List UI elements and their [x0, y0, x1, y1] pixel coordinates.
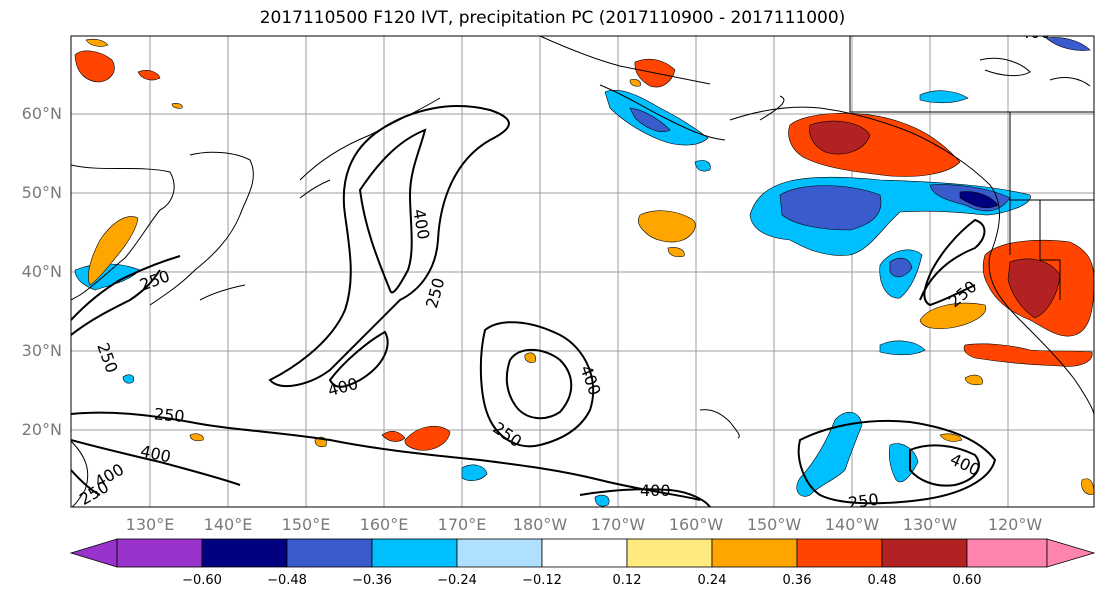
lon-label: 150°E — [281, 515, 331, 534]
colorbar-tick-label: 0.36 — [782, 573, 812, 588]
contour-label: 400 — [640, 481, 671, 500]
map-content: 400 250 250 250 400 400 250 250 400 400 … — [71, 23, 1094, 513]
map-frame — [70, 35, 1095, 508]
lat-label: 60°N — [21, 104, 62, 123]
lon-label: 160°W — [668, 515, 724, 534]
colorbar-tick-label: 0.24 — [697, 573, 727, 588]
colorbar-swatch — [541, 538, 628, 568]
colorbar-swatch — [371, 538, 458, 568]
lon-label: 180°W — [512, 515, 568, 534]
colorbar-tick-label: −0.36 — [352, 573, 392, 588]
ivt-contours — [71, 105, 997, 507]
lon-label: 150°W — [746, 515, 802, 534]
lat-label: 40°N — [21, 262, 62, 281]
lat-label: 20°N — [21, 420, 62, 439]
colorbar-swatch — [796, 538, 883, 568]
colorbar-extend-high — [1046, 538, 1096, 568]
contour-label: 250 — [153, 404, 185, 426]
lon-label: 140°E — [203, 515, 253, 534]
colorbar-swatch — [626, 538, 713, 568]
colorbar-swatch — [116, 538, 203, 568]
colorbar-extend-low — [69, 538, 118, 568]
colorbar-tick-label: −0.60 — [182, 573, 222, 588]
colorbar-tick-label: −0.12 — [522, 573, 562, 588]
colorbar-swatch — [966, 538, 1048, 568]
colorbar-swatch — [201, 538, 288, 568]
colorbar-tick-label: 0.60 — [952, 573, 982, 588]
colorbar-tick-label: 0.48 — [867, 573, 897, 588]
colorbar-tick-label: 0.12 — [612, 573, 642, 588]
lon-label: 130°W — [902, 515, 958, 534]
lon-label: 130°E — [125, 515, 175, 534]
colorbar-tick-label: −0.24 — [437, 573, 477, 588]
lon-label: 160°E — [359, 515, 409, 534]
lat-label: 30°N — [21, 341, 62, 360]
precip-positive-fills — [74, 38, 1094, 495]
contour-label: 250 — [847, 490, 880, 513]
colorbar — [69, 538, 1096, 568]
map-title: 2017110500 F120 IVT, precipitation PC (2… — [259, 8, 846, 28]
colorbar-swatch — [711, 538, 798, 568]
coastlines — [71, 36, 1094, 507]
map-gridlines — [71, 36, 1094, 507]
lon-label: 170°E — [437, 515, 487, 534]
lat-label: 50°N — [21, 183, 62, 202]
lon-label: 170°W — [590, 515, 646, 534]
lon-label: 140°W — [824, 515, 880, 534]
contour-label: 400 — [1020, 23, 1051, 42]
colorbar-tick-label: −0.48 — [267, 573, 307, 588]
colorbar-swatch — [286, 538, 373, 568]
precip-negative-fills — [74, 37, 1091, 507]
colorbar-swatch — [456, 538, 543, 568]
colorbar-swatch — [881, 538, 968, 568]
lon-label: 120°W — [987, 515, 1043, 534]
